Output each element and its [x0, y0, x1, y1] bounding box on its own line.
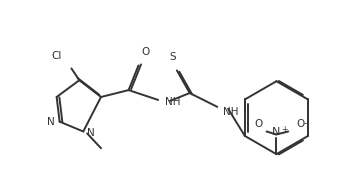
Text: N: N: [272, 127, 281, 137]
Text: NH: NH: [165, 97, 180, 107]
Text: O: O: [141, 47, 150, 57]
Text: +: +: [281, 125, 288, 134]
Text: Cl: Cl: [51, 51, 62, 61]
Text: NH: NH: [223, 107, 239, 117]
Text: S: S: [170, 52, 176, 62]
Text: N: N: [87, 129, 95, 138]
Text: -: -: [304, 119, 307, 128]
Text: N: N: [47, 117, 55, 127]
Text: O: O: [255, 119, 263, 129]
Text: O: O: [296, 119, 305, 129]
